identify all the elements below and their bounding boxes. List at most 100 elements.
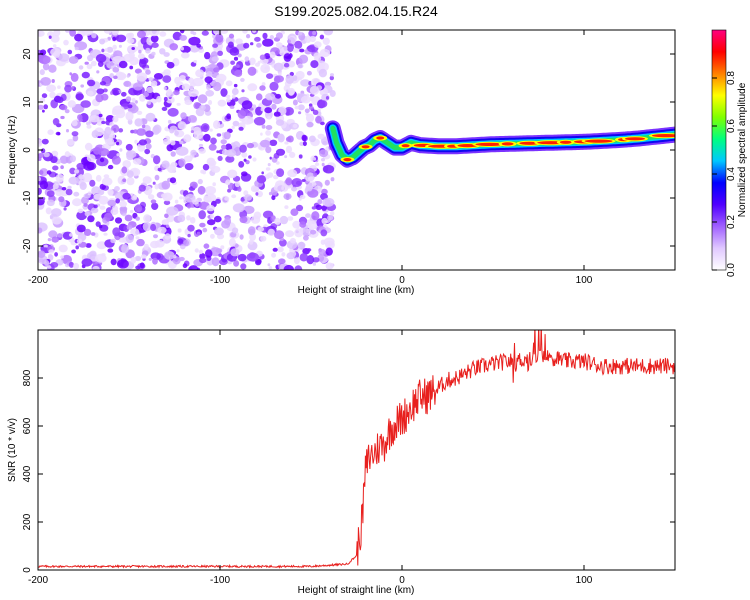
noise-blob	[201, 30, 209, 36]
noise-blob	[190, 30, 195, 35]
noise-blob	[256, 42, 262, 48]
noise-blob	[243, 158, 247, 162]
noise-blob	[225, 80, 233, 87]
noise-blob	[126, 150, 133, 158]
noise-blob	[173, 90, 180, 96]
noise-blob	[262, 210, 274, 219]
noise-blob	[58, 53, 70, 62]
noise-blob	[312, 262, 316, 266]
noise-blob	[260, 107, 264, 112]
noise-blob	[306, 255, 315, 265]
noise-blob	[269, 51, 276, 59]
noise-blob	[310, 229, 317, 235]
noise-blob	[205, 249, 213, 258]
snr-frame	[37, 329, 676, 571]
noise-blob	[179, 34, 187, 41]
noise-blob	[43, 104, 48, 110]
noise-blob	[142, 176, 152, 184]
noise-blob	[285, 145, 293, 154]
noise-blob	[292, 99, 298, 106]
noise-blob	[89, 179, 96, 187]
noise-blob	[45, 207, 52, 215]
noise-blob	[163, 138, 171, 145]
noise-blob	[169, 177, 177, 184]
noise-blob	[315, 162, 320, 166]
noise-blob	[98, 113, 103, 118]
noise-blob	[166, 144, 174, 152]
noise-blob	[181, 83, 191, 91]
noise-blob	[134, 118, 143, 127]
noise-blob	[70, 72, 79, 82]
noise-blob	[131, 195, 138, 201]
noise-blob	[321, 188, 328, 195]
noise-blob	[119, 148, 123, 152]
noise-blob	[166, 224, 170, 229]
noise-blob	[58, 244, 68, 253]
noise-blob	[292, 123, 298, 129]
noise-blob	[138, 139, 147, 146]
noise-blob	[330, 177, 335, 182]
colorbar-label: Normalized spectral amplitude	[737, 82, 748, 217]
noise-blob	[73, 191, 80, 197]
noise-blob	[273, 111, 281, 117]
noise-blob	[198, 143, 204, 148]
noise-blob	[82, 172, 93, 183]
noise-blob	[220, 245, 225, 250]
noise-blob	[38, 30, 45, 37]
noise-blob	[80, 84, 84, 88]
noise-blob	[283, 53, 292, 62]
noise-blob	[47, 238, 52, 242]
noise-blob	[38, 55, 51, 65]
noise-blob	[112, 36, 117, 42]
noise-blob	[317, 133, 325, 140]
noise-blob	[300, 79, 311, 87]
noise-blob	[52, 44, 57, 48]
noise-blob	[301, 134, 307, 142]
noise-blob	[209, 128, 213, 132]
noise-blob	[119, 200, 127, 208]
noise-blob	[110, 208, 119, 215]
noise-blob	[107, 164, 114, 170]
noise-blob	[177, 228, 182, 233]
noise-blob	[244, 56, 250, 62]
noise-blob	[83, 203, 88, 207]
noise-blob	[136, 72, 148, 82]
noise-blob	[151, 42, 159, 48]
noise-blob	[232, 120, 240, 127]
noise-blob	[147, 194, 155, 200]
noise-blob	[145, 69, 151, 75]
noise-blob	[312, 109, 319, 115]
noise-blob	[269, 81, 279, 91]
noise-blob	[308, 135, 316, 143]
noise-blob	[220, 139, 227, 145]
noise-blob	[121, 244, 129, 254]
noise-blob	[148, 257, 152, 261]
x-tick-label: 100	[576, 575, 593, 586]
noise-blob	[139, 262, 145, 269]
noise-blob	[57, 85, 61, 89]
noise-blob	[238, 126, 244, 131]
noise-blob	[101, 177, 113, 186]
noise-blob	[39, 97, 46, 103]
noise-blob	[265, 130, 271, 136]
noise-blob	[126, 74, 130, 78]
noise-blob	[229, 47, 240, 56]
noise-blob	[274, 230, 285, 240]
noise-blob	[49, 91, 56, 99]
colorbar-tick-label: 0.4	[726, 167, 737, 181]
noise-blob	[235, 38, 243, 45]
noise-blob	[210, 137, 217, 145]
noise-blob	[267, 263, 271, 267]
noise-blob	[122, 192, 131, 200]
noise-blob	[91, 186, 101, 196]
noise-blob	[69, 72, 72, 76]
noise-blob	[48, 254, 54, 261]
noise-blob	[99, 38, 106, 45]
noise-blob	[195, 69, 205, 78]
noise-blob	[198, 148, 206, 154]
noise-blob	[190, 130, 194, 134]
noise-blob	[180, 123, 184, 128]
noise-blob	[230, 60, 236, 65]
snr-xlabel: Height of straight line (km)	[298, 585, 415, 596]
noise-blob	[146, 86, 154, 94]
